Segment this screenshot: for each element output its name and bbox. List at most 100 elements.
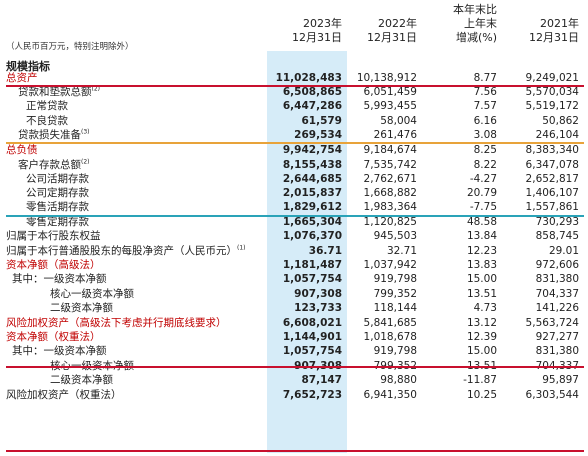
row-label: 零售定期存款 xyxy=(26,216,89,229)
row-label-text: 客户存款总额 xyxy=(18,159,81,171)
value-2022: 2,762,671 xyxy=(363,173,417,185)
row-label: 归属于本行普通股股东的每股净资产（人民币元）(1) xyxy=(6,245,246,258)
value-change: 12.39 xyxy=(466,331,497,343)
value-2023: 2,015,837 xyxy=(282,187,342,199)
section-divider xyxy=(6,85,584,87)
table-row: 客户存款总额(2) 8,155,438 7,535,742 8.22 6,347,078 xyxy=(0,159,588,172)
value-2021: 1,557,861 xyxy=(525,201,579,213)
row-label: 核心一级资本净额 xyxy=(50,288,134,301)
table-row: 零售定期存款 1,665,304 1,120,825 48.58 730,293 xyxy=(0,216,588,229)
footnote-marker: (3) xyxy=(81,128,90,136)
value-2022: 1,120,825 xyxy=(363,216,417,228)
table-row: 其中：一级资本净额 1,057,754 919,798 15.00 831,380 xyxy=(0,345,588,358)
row-label: 公司活期存款 xyxy=(26,173,89,186)
value-2023: 907,308 xyxy=(294,288,342,300)
value-2022: 5,993,455 xyxy=(363,100,417,112)
value-2022: 7,535,742 xyxy=(363,159,417,171)
row-label-text: 公司活期存款 xyxy=(26,173,89,185)
value-change: 7.57 xyxy=(473,100,497,112)
value-2021: 1,406,107 xyxy=(525,187,579,199)
row-label: 总资产 xyxy=(6,72,38,85)
col-header-2023-year: 2023年 xyxy=(303,17,342,30)
row-label-text: 其中：一级资本净额 xyxy=(12,273,107,285)
section-divider xyxy=(6,142,584,144)
value-2023: 1,057,754 xyxy=(282,345,342,357)
value-change: 20.79 xyxy=(466,187,497,199)
row-label-text: 公司定期存款 xyxy=(26,187,89,199)
value-2021: 29.01 xyxy=(548,245,579,257)
row-label: 零售活期存款 xyxy=(26,201,89,214)
value-change: 15.00 xyxy=(466,345,497,357)
row-label: 贷款损失准备(3) xyxy=(18,129,90,142)
row-label: 风险加权资产（权重法） xyxy=(6,389,122,402)
value-change: -4.27 xyxy=(469,173,497,185)
value-change: 13.12 xyxy=(466,317,497,329)
value-2021: 6,303,544 xyxy=(525,389,579,401)
col-header-2021-year: 2021年 xyxy=(540,17,579,30)
value-change: 8.22 xyxy=(473,159,497,171)
value-2021: 141,226 xyxy=(535,302,579,314)
row-label-text: 其中：一级资本净额 xyxy=(12,345,107,357)
unit-note: （人民币百万元，特别注明除外） xyxy=(6,42,134,52)
section-divider xyxy=(6,450,584,452)
row-label: 风险加权资产（高级法下考虑并行期底线要求） xyxy=(6,317,227,330)
value-2021: 730,293 xyxy=(535,216,579,228)
value-change: 4.73 xyxy=(473,302,497,314)
section-divider xyxy=(6,215,584,217)
value-change: 12.23 xyxy=(466,245,497,257)
col-header-2022-year: 2022年 xyxy=(378,17,417,30)
value-2021: 831,380 xyxy=(535,273,579,285)
value-2023: 123,733 xyxy=(294,302,342,314)
value-2021: 858,745 xyxy=(535,230,579,242)
value-2022: 261,476 xyxy=(373,129,417,141)
value-2022: 919,798 xyxy=(373,345,417,357)
value-2023: 6,508,865 xyxy=(282,86,342,98)
value-change: 13.83 xyxy=(466,259,497,271)
row-label-text: 核心一级资本净额 xyxy=(50,288,134,300)
row-label: 资本净额（权重法） xyxy=(6,331,101,344)
value-2023: 1,057,754 xyxy=(282,273,342,285)
col-header-change: 本年末比 上年末 增减(%) xyxy=(430,3,497,45)
table-row: 总负债 9,942,754 9,184,674 8.25 8,383,340 xyxy=(0,144,588,157)
table-row: 零售活期存款 1,829,612 1,983,364 -7.75 1,557,861 xyxy=(0,201,588,214)
row-label: 二级资本净额 xyxy=(50,302,113,315)
row-label: 公司定期存款 xyxy=(26,187,89,200)
value-2021: 972,606 xyxy=(535,259,579,271)
value-2023: 1,181,487 xyxy=(282,259,342,271)
value-2023: 1,829,612 xyxy=(282,201,342,213)
value-change: 8.77 xyxy=(473,72,497,84)
value-change: 15.00 xyxy=(466,273,497,285)
table-row: 公司定期存款 2,015,837 1,668,882 20.79 1,406,107 xyxy=(0,187,588,200)
row-label: 不良贷款 xyxy=(26,115,68,128)
row-label: 其中：一级资本净额 xyxy=(12,273,107,286)
value-2023: 6,608,021 xyxy=(282,317,342,329)
value-2023: 2,644,685 xyxy=(282,173,342,185)
value-2023: 11,028,483 xyxy=(275,72,342,84)
table-row: 资本净额（高级法） 1,181,487 1,037,942 13.83 972,606 xyxy=(0,259,588,272)
footnote-marker: (2) xyxy=(91,85,101,93)
row-label-text: 二级资本净额 xyxy=(50,374,113,386)
table-row: 总资产 11,028,483 10,138,912 8.77 9,249,021 xyxy=(0,72,588,85)
current-year-highlight xyxy=(267,51,347,453)
value-2021: 5,570,034 xyxy=(525,86,579,98)
value-change: 13.51 xyxy=(466,288,497,300)
row-label-text: 归属于本行股东权益 xyxy=(6,230,101,242)
value-2021: 50,862 xyxy=(542,115,579,127)
row-label-text: 资本净额（高级法） xyxy=(6,259,101,271)
row-label: 总负债 xyxy=(6,144,38,157)
row-label-text: 归属于本行普通股股东的每股净资产（人民币元） xyxy=(6,245,237,257)
table-row: 风险加权资产（高级法下考虑并行期底线要求） 6,608,021 5,841,685 1… xyxy=(0,317,588,330)
value-2021: 2,652,817 xyxy=(525,173,579,185)
section-title: 规模指标 xyxy=(6,60,50,73)
row-label-text: 零售活期存款 xyxy=(26,201,89,213)
value-change: 3.08 xyxy=(473,129,497,141)
table-row: 二级资本净额 87,147 98,880 -11.87 95,897 xyxy=(0,374,588,387)
table-row: 正常贷款 6,447,286 5,993,455 7.57 5,519,172 xyxy=(0,100,588,113)
col-header-2022-date: 12月31日 xyxy=(367,31,417,44)
row-label: 资本净额（高级法） xyxy=(6,259,101,272)
table-row: 其中：一级资本净额 1,057,754 919,798 15.00 831,380 xyxy=(0,273,588,286)
value-2021: 95,897 xyxy=(542,374,579,386)
table-row: 不良贷款 61,579 58,004 6.16 50,862 xyxy=(0,115,588,128)
row-label-text: 贷款和垫款总额 xyxy=(18,86,92,98)
footnote-marker: (1) xyxy=(237,244,246,252)
